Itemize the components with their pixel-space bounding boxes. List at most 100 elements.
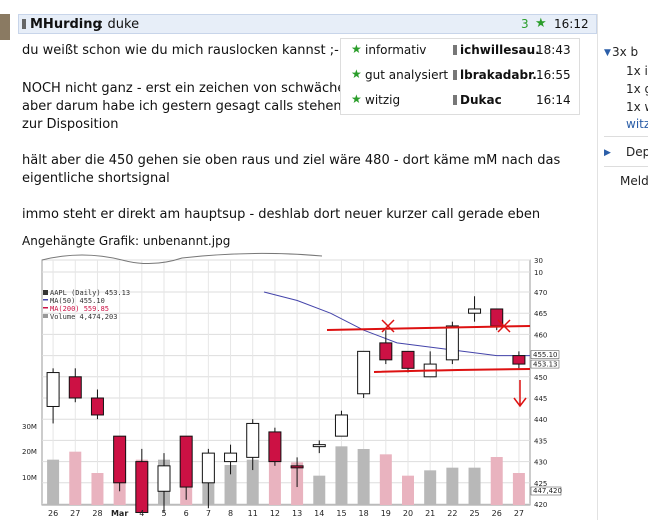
price-tick-label: 460	[534, 331, 547, 339]
price-tag-box	[530, 350, 560, 359]
date-label: 7	[206, 509, 211, 518]
date-label: 18	[359, 509, 369, 518]
author-avatar[interactable]	[0, 14, 10, 40]
user-icon	[453, 45, 457, 55]
candle-body	[357, 350, 371, 395]
price-tag-high: 455.10	[533, 351, 558, 359]
rating-row: ★ informativ ichwillesau. 18:43	[341, 42, 581, 62]
chart-legend: AAPL (Daily) 453.13 MA(50) 455.10 MA(200…	[43, 289, 130, 321]
cross-mark	[497, 319, 511, 333]
candle-body	[246, 422, 260, 458]
date-label: 6	[184, 509, 189, 518]
rating-count: 3	[521, 17, 529, 31]
rating-user[interactable]: lbrakadabr.	[460, 68, 537, 82]
post-line-3: aber darum habe ich gestern gesagt calls…	[22, 99, 342, 114]
depot-link[interactable]: Depo	[626, 145, 648, 159]
post-line-5: hält aber die 450 gehen sie oben raus un…	[22, 153, 561, 168]
candle-body	[224, 452, 238, 463]
annotations	[326, 319, 531, 408]
date-label: 27	[514, 509, 524, 518]
date-label: 12	[270, 509, 280, 518]
rating-link[interactable]: witzi	[626, 117, 648, 131]
ratings-box: ★ informativ ichwillesau. 18:43 ★ gut an…	[340, 38, 580, 115]
ma50-line	[263, 291, 530, 357]
price-tick-label: 440	[534, 416, 547, 424]
candle-body	[468, 308, 482, 314]
date-label: 28	[92, 509, 102, 518]
volume-bar	[512, 473, 525, 505]
price-tick-label: 445	[534, 395, 547, 403]
volume-bar	[446, 467, 459, 505]
rating-time: 18:43	[536, 43, 571, 57]
user-icon	[22, 19, 26, 29]
date-label: 19	[381, 509, 391, 518]
date-label: 20	[403, 509, 413, 518]
candle-body	[68, 376, 82, 399]
candle-body	[46, 372, 60, 407]
date-label: 27	[70, 509, 80, 518]
candles	[46, 296, 526, 513]
report-link[interactable]: Melde	[620, 174, 648, 188]
date-label: 8	[228, 509, 233, 518]
date-label: 25	[469, 509, 479, 518]
candle-body	[157, 465, 171, 492]
post-line-6: eigentliche shortsignal	[22, 171, 170, 186]
candle-body	[379, 342, 393, 361]
legend-swatch	[43, 299, 48, 301]
volume-bar	[268, 457, 281, 505]
divider	[604, 136, 648, 137]
rating-count-row: 1x g	[626, 82, 648, 96]
chevron-right-icon: ▶	[604, 148, 611, 158]
volume-tick-label: 20M	[22, 448, 37, 456]
chevron-down-icon: ▼	[604, 48, 611, 58]
attachment-caption[interactable]: Angehängte Grafik: unbenannt.jpg	[22, 234, 231, 248]
rating-time: 16:55	[536, 68, 571, 82]
volume-bar	[402, 475, 414, 505]
candle-body	[201, 452, 215, 484]
rating-label: informativ	[365, 43, 427, 57]
price-tick-label: 435	[534, 437, 547, 445]
date-axis: 26 27 28 Mar 4 5 6 7 8 11 12 13 14 15 18 19 20 21 22 25 26 27	[48, 509, 524, 518]
volume-tick-label: 30M	[22, 423, 37, 431]
volume-bar	[379, 454, 392, 505]
volume-tag-box	[530, 486, 562, 496]
legend-volume: Volume 4,474,203	[50, 313, 117, 321]
reply-to: : duke	[99, 17, 140, 32]
legend-swatch	[43, 307, 48, 309]
volume-bar	[357, 449, 370, 505]
volume-bar	[69, 451, 82, 505]
post-header: MHurding : duke 3 ★ 16:12	[18, 14, 597, 34]
post-line-2: NOCH nicht ganz - erst ein zeichen von s…	[22, 81, 346, 96]
volume-bar	[313, 475, 326, 505]
legend-swatch	[43, 290, 48, 295]
volume-bar	[246, 459, 259, 505]
legend-swatch	[43, 314, 48, 318]
rating-user[interactable]: Dukac	[460, 93, 502, 107]
date-label: 21	[425, 509, 435, 518]
rating-user[interactable]: ichwillesau.	[460, 43, 540, 57]
volume-bar	[490, 457, 503, 505]
price-tick-label: 465	[534, 310, 547, 318]
price-tick-label: 450	[534, 374, 547, 382]
divider	[604, 166, 648, 167]
rating-count-row: 1x in	[626, 64, 648, 78]
price-tag-low: 453.13	[533, 361, 558, 369]
price-tick-label: 425	[534, 480, 547, 488]
ratings-summary[interactable]: 3x b	[612, 45, 639, 59]
stock-chart[interactable]: 301047046546045545044544043543042542030M…	[22, 250, 562, 520]
volume-tick-label: 10M	[22, 474, 37, 482]
candle-body	[445, 325, 459, 361]
price-tick-label: 420	[534, 501, 547, 509]
rating-label: witzig	[365, 93, 401, 107]
volume-bar	[224, 465, 237, 505]
rating-row: ★ gut analysiert lbrakadabr. 16:55	[341, 67, 581, 87]
legend-ticker: AAPL (Daily) 453.13	[50, 289, 130, 297]
star-icon: ★	[351, 67, 362, 81]
date-label: 4	[139, 509, 144, 518]
star-icon: ★	[351, 92, 362, 106]
date-label: 15	[336, 509, 346, 518]
date-label: 22	[447, 509, 457, 518]
volume-bar	[91, 473, 104, 505]
price-tick-label: 470	[534, 289, 547, 297]
author-name[interactable]: MHurding	[30, 17, 102, 32]
